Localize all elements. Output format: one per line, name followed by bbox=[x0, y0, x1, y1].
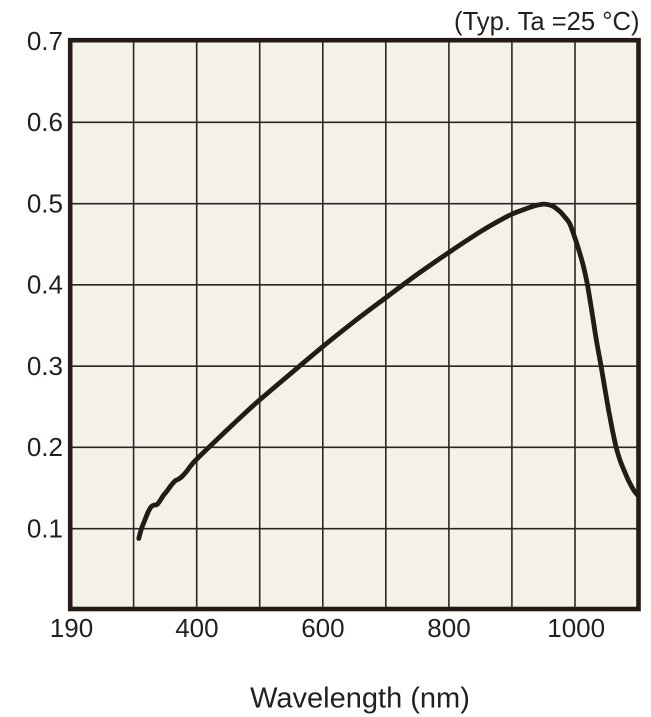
svg-text:Wavelength (nm): Wavelength (nm) bbox=[250, 683, 470, 715]
svg-text:0.5: 0.5 bbox=[27, 188, 63, 218]
svg-text:600: 600 bbox=[301, 613, 344, 643]
svg-text:0.7: 0.7 bbox=[27, 26, 63, 56]
svg-text:0.1: 0.1 bbox=[27, 513, 63, 543]
svg-text:0.6: 0.6 bbox=[27, 107, 63, 137]
svg-text:0.3: 0.3 bbox=[27, 351, 63, 381]
svg-text:(Typ. Ta =25 °C): (Typ. Ta =25 °C) bbox=[454, 8, 639, 36]
svg-text:190: 190 bbox=[50, 613, 93, 643]
svg-text:400: 400 bbox=[175, 613, 218, 643]
svg-text:0.4: 0.4 bbox=[27, 270, 63, 300]
svg-text:1000: 1000 bbox=[547, 613, 605, 643]
svg-text:800: 800 bbox=[427, 613, 470, 643]
svg-text:0.2: 0.2 bbox=[27, 432, 63, 462]
